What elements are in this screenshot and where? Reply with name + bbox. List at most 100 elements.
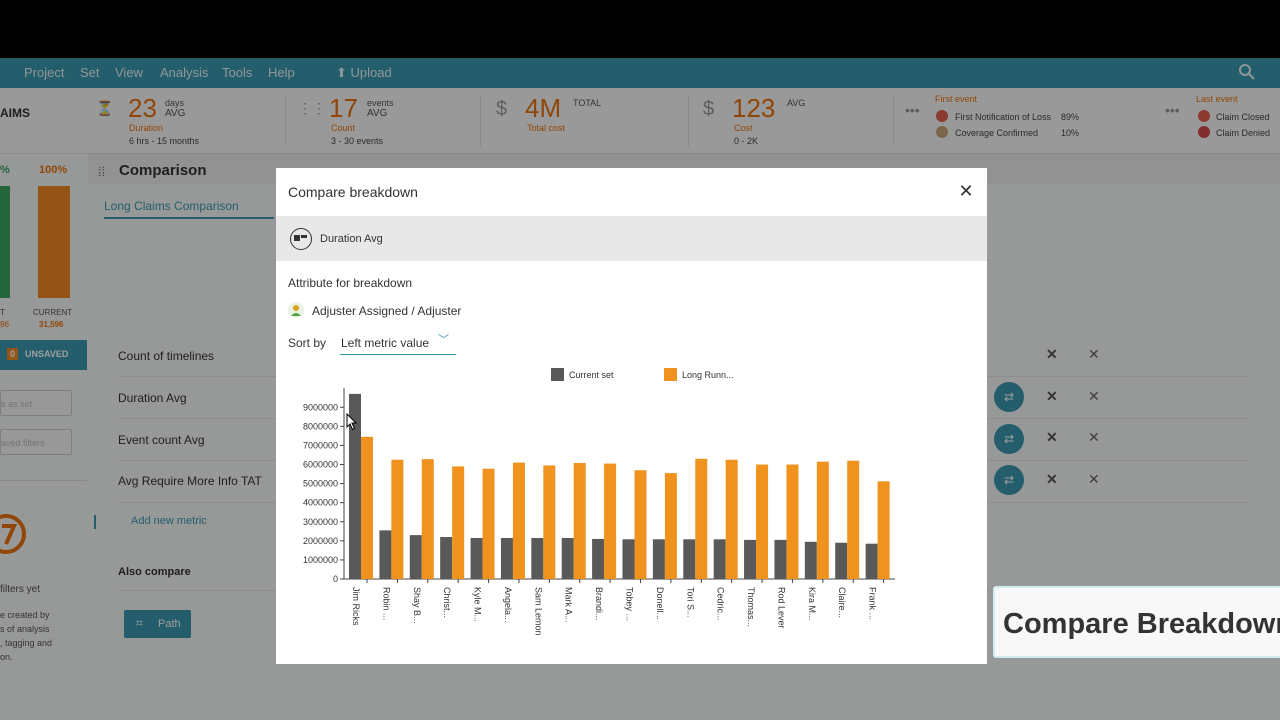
bar-long-running[interactable] — [604, 463, 617, 579]
bar-current-set[interactable] — [440, 537, 453, 579]
bar-long-running[interactable] — [877, 481, 890, 579]
tools-icon[interactable]: ✕ — [1046, 388, 1058, 404]
close-icon[interactable]: ✕ — [1088, 429, 1100, 445]
sort-select[interactable]: Left metric value ﹀ — [340, 331, 456, 355]
bar-current-set[interactable] — [531, 537, 544, 579]
pct-green: % — [0, 164, 10, 176]
bar-current-set[interactable] — [622, 539, 635, 579]
tab-long-claims-comparison[interactable]: Long Claims Comparison — [104, 199, 274, 219]
bar-long-running[interactable] — [847, 460, 860, 579]
x-tick-label: Donell... — [655, 587, 665, 620]
bar-long-running[interactable] — [786, 464, 799, 579]
bar-long-running[interactable] — [543, 465, 556, 579]
tools-icon[interactable]: ✕ — [1046, 346, 1058, 362]
tools-icon[interactable]: ✕ — [1046, 471, 1058, 487]
x-tick-label: Tobey ... — [625, 587, 635, 621]
bar-current-set[interactable] — [409, 535, 422, 579]
menu-project[interactable]: Project — [24, 65, 65, 80]
bar-long-running[interactable] — [391, 459, 404, 579]
bar-current-set[interactable] — [804, 541, 817, 579]
upload-button[interactable]: ⬆ Upload — [336, 65, 392, 81]
bar-long-running[interactable] — [482, 468, 495, 579]
events-unit: events — [367, 98, 394, 108]
path-button[interactable]: ⌗ Path — [124, 610, 191, 638]
menu-help[interactable]: Help — [268, 65, 295, 80]
tools-icon[interactable]: ✕ — [1046, 429, 1058, 445]
cost-range: 0 - 2K — [734, 136, 759, 146]
bar-current-set[interactable] — [500, 537, 513, 579]
adjust-button[interactable]: ⇄ — [994, 465, 1024, 495]
current-label: CURRENT — [33, 308, 73, 317]
fnol-icon — [936, 110, 948, 122]
help-line: , tagging and — [0, 638, 53, 648]
bar-long-running[interactable] — [664, 473, 677, 579]
bar-long-running[interactable] — [725, 459, 738, 579]
menu-set[interactable]: Set — [80, 65, 100, 80]
first-event-row-pct: 89% — [1061, 112, 1080, 122]
bar-long-running[interactable] — [361, 436, 373, 579]
bar-long-running[interactable] — [452, 466, 465, 579]
count-bar-green — [0, 186, 10, 298]
compare-breakdown-modal: Compare breakdown ✕ Duration Avg Attribu… — [276, 168, 987, 664]
last-event-row-label: Claim Closed — [1216, 112, 1270, 122]
bar-current-set[interactable] — [744, 539, 757, 579]
y-tick-label: 4000000 — [303, 498, 338, 508]
sort-label: Sort by — [288, 336, 327, 350]
bar-current-set[interactable] — [835, 542, 848, 579]
bar-current-set[interactable] — [865, 543, 878, 579]
bar-long-running[interactable] — [756, 464, 769, 579]
save-as-set-field[interactable]: s as set — [0, 390, 72, 416]
bar-current-set[interactable] — [592, 538, 605, 579]
bar-long-running[interactable] — [695, 458, 708, 579]
menu-bar: Project Set View Analysis Tools Help ⬆ U… — [0, 58, 1280, 88]
cost-label: Cost — [734, 123, 753, 133]
menu-analysis[interactable]: Analysis — [160, 65, 209, 80]
menu-view[interactable]: View — [115, 65, 143, 80]
bar-current-set[interactable] — [774, 539, 787, 579]
bar-current-set[interactable] — [349, 393, 361, 579]
x-tick-label: Brandi... — [594, 587, 604, 621]
close-icon[interactable]: ✕ — [958, 181, 974, 201]
first-event-row-label: Coverage Confirmed — [955, 128, 1039, 138]
bar-current-set[interactable] — [683, 539, 696, 579]
bar-long-running[interactable] — [573, 462, 586, 579]
close-icon[interactable]: ✕ — [1088, 388, 1100, 404]
bar-long-running[interactable] — [634, 470, 647, 579]
first-event-row-label: First Notification of Loss — [955, 112, 1052, 122]
bar-current-set[interactable] — [561, 537, 574, 579]
adjust-button[interactable]: ⇄ — [994, 382, 1024, 412]
close-icon[interactable]: ✕ — [1088, 346, 1100, 362]
first-event-row-pct: 10% — [1061, 128, 1080, 138]
bar-current-set[interactable] — [652, 539, 665, 579]
bar-current-set[interactable] — [713, 539, 726, 579]
menu-tools[interactable]: Tools — [222, 65, 253, 80]
add-metric-link[interactable]: Add new metric — [131, 515, 207, 527]
breakdown-chart: Current set Long Runn... 0 1000000 2000000… — [276, 358, 987, 658]
cost-agg: AVG — [787, 98, 806, 108]
claim-denied-icon — [1198, 126, 1210, 138]
unsaved-button[interactable]: 0 UNSAVED — [0, 340, 87, 370]
pct-orange: 100% — [39, 164, 68, 176]
also-compare-label: Also compare — [118, 566, 191, 578]
search-icon[interactable] — [1238, 63, 1256, 81]
adjust-button[interactable]: ⇄ — [994, 424, 1024, 454]
divider — [893, 96, 894, 146]
saved-filters-field[interactable]: aved filters — [0, 429, 72, 455]
y-tick-label: 3000000 — [303, 517, 338, 527]
x-tick-label: Cedric... — [716, 587, 726, 621]
duration-unit: days — [165, 98, 185, 108]
metric-row-label: Duration Avg — [118, 391, 187, 405]
bar-current-set[interactable] — [379, 530, 392, 579]
total-cost-value: 4M — [525, 93, 562, 123]
attribute-value[interactable]: Adjuster Assigned / Adjuster — [312, 304, 462, 318]
row-marker — [94, 515, 96, 529]
duration-icon: ⏳ — [96, 100, 114, 116]
bar-long-running[interactable] — [421, 459, 434, 579]
duration-agg: AVG — [165, 108, 186, 119]
bar-long-running[interactable] — [816, 461, 829, 579]
upload-label: Upload — [350, 65, 392, 80]
x-tick-label: Sam Lemon — [533, 587, 543, 636]
close-icon[interactable]: ✕ — [1088, 471, 1100, 487]
bar-current-set[interactable] — [470, 537, 483, 579]
bar-long-running[interactable] — [512, 462, 525, 579]
